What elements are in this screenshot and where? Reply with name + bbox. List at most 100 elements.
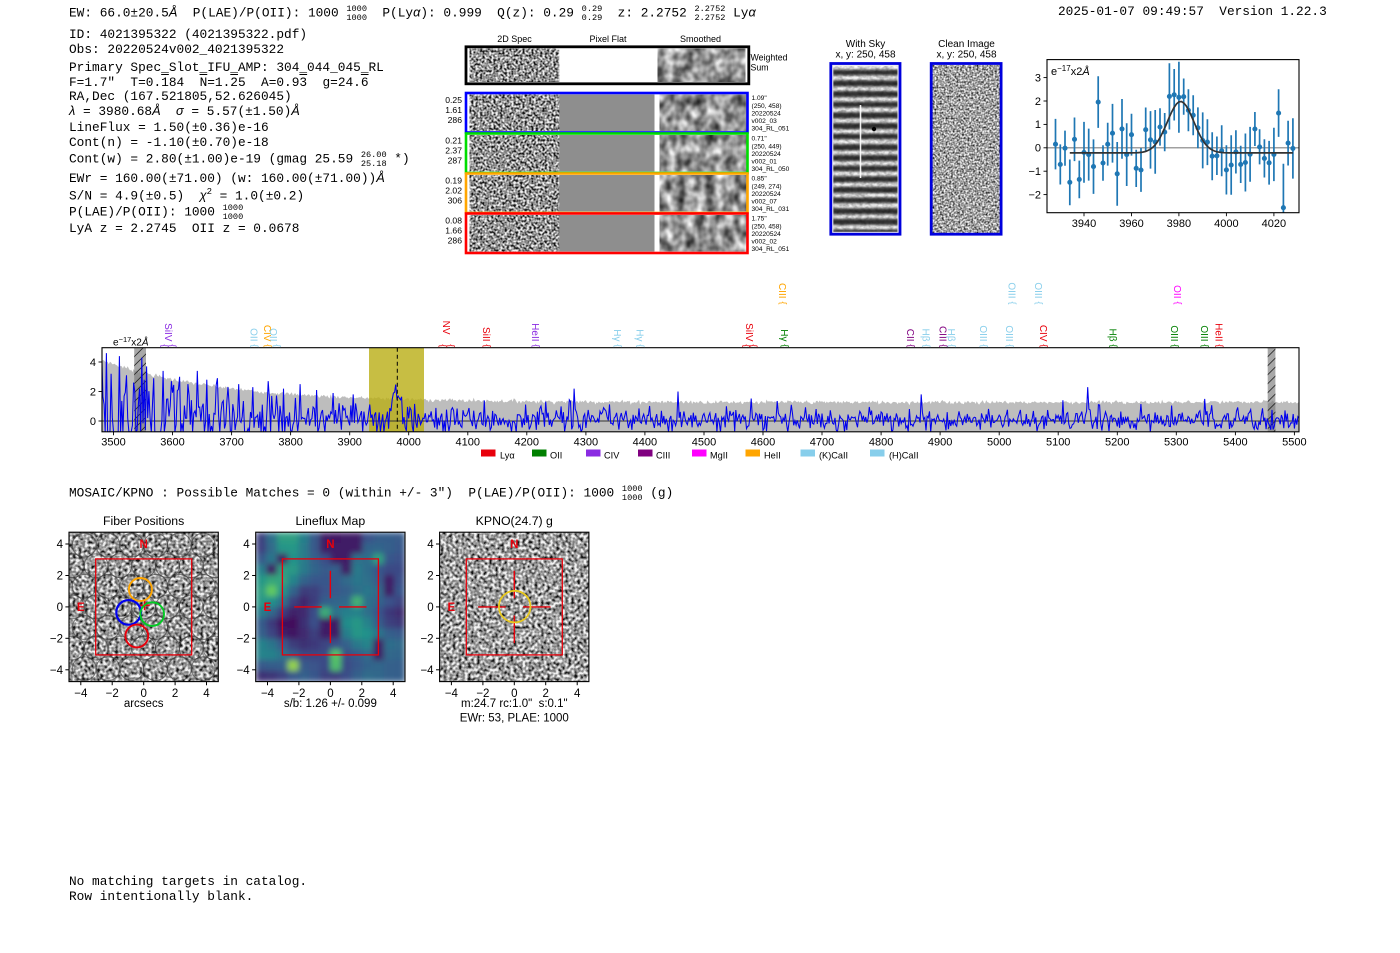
svg-text:CII: CII — [904, 329, 915, 342]
svg-text:(K)CaII: (K)CaII — [819, 451, 848, 461]
svg-text:4020: 4020 — [1262, 218, 1286, 230]
svg-text:2: 2 — [172, 688, 178, 700]
svg-text:OIII: OIII — [1006, 282, 1017, 298]
svg-text:5500: 5500 — [1282, 437, 1306, 449]
svg-text:Hβ: Hβ — [919, 329, 930, 342]
svg-text:0.71": 0.71" — [752, 136, 768, 143]
svg-text:0: 0 — [1035, 143, 1041, 155]
svg-text:SiII: SiII — [480, 327, 491, 341]
svg-text:−2: −2 — [292, 688, 305, 700]
svg-text:{: { — [749, 344, 759, 347]
svg-text:−4: −4 — [445, 688, 459, 700]
svg-text:(H)CaII: (H)CaII — [889, 451, 919, 461]
svg-text:4600: 4600 — [751, 437, 775, 449]
svg-text:{: { — [1215, 344, 1225, 347]
svg-text:Lyα: Lyα — [500, 451, 515, 461]
svg-text:{: { — [742, 344, 752, 347]
svg-text:OII: OII — [248, 328, 259, 341]
svg-text:Hγ: Hγ — [778, 329, 789, 341]
svg-text:Hγ: Hγ — [611, 329, 622, 341]
svg-text:s/b: 1.26 +/- 0.099: s/b: 1.26 +/- 0.099 — [284, 698, 377, 710]
svg-text:OIII: OIII — [1003, 325, 1014, 341]
svg-text:v002_01: v002_01 — [752, 159, 778, 166]
svg-text:x, y: 250, 458: x, y: 250, 458 — [936, 50, 996, 61]
svg-text:−4: −4 — [74, 688, 88, 700]
svg-text:3900: 3900 — [337, 437, 361, 449]
svg-text:OIII: OIII — [1168, 325, 1179, 341]
svg-text:4100: 4100 — [456, 437, 480, 449]
svg-text:0.19: 0.19 — [445, 175, 462, 185]
svg-text:4: 4 — [390, 688, 397, 700]
svg-text:{: { — [779, 301, 789, 304]
svg-text:x, y: 250, 458: x, y: 250, 458 — [835, 50, 895, 61]
svg-text:OIII: OIII — [1032, 282, 1043, 298]
svg-text:−2: −2 — [476, 688, 489, 700]
svg-text:OII: OII — [1171, 285, 1182, 298]
svg-text:4500: 4500 — [692, 437, 716, 449]
svg-text:3940: 3940 — [1072, 218, 1096, 230]
svg-text:3500: 3500 — [101, 437, 125, 449]
svg-text:{: { — [273, 344, 283, 347]
svg-text:2: 2 — [542, 688, 548, 700]
svg-text:N: N — [510, 539, 518, 551]
svg-text:0: 0 — [243, 602, 249, 614]
svg-text:304_RL_031: 304_RL_031 — [752, 206, 790, 213]
svg-text:Weighted: Weighted — [751, 53, 788, 63]
svg-text:{: { — [1109, 344, 1119, 347]
svg-text:KPNO(24.7) g: KPNO(24.7) g — [476, 514, 553, 528]
svg-text:OIII: OIII — [977, 325, 988, 341]
svg-text:N: N — [140, 539, 148, 551]
svg-text:{: { — [780, 344, 790, 347]
svg-text:1.09": 1.09" — [752, 95, 768, 102]
svg-text:5400: 5400 — [1223, 437, 1247, 449]
svg-text:{: { — [1174, 301, 1184, 304]
svg-text:OII: OII — [550, 451, 562, 461]
svg-text:{: { — [907, 344, 917, 347]
svg-text:{: { — [447, 344, 457, 347]
svg-text:{: { — [1039, 344, 1049, 347]
svg-text:Hγ: Hγ — [634, 329, 645, 341]
svg-text:2: 2 — [427, 571, 433, 583]
svg-text:{: { — [483, 344, 493, 347]
svg-text:EWr: 53, PLAE: 1000: EWr: 53, PLAE: 1000 — [460, 713, 569, 725]
svg-text:20220524: 20220524 — [752, 231, 782, 238]
svg-text:HeII: HeII — [764, 451, 781, 461]
svg-text:SiIV: SiIV — [743, 323, 754, 342]
svg-text:1.75": 1.75" — [752, 216, 768, 223]
svg-text:2.37: 2.37 — [445, 146, 462, 156]
svg-text:CIV: CIV — [604, 451, 620, 461]
svg-text:2D Spec: 2D Spec — [497, 34, 532, 44]
svg-text:{: { — [1201, 344, 1211, 347]
svg-text:5100: 5100 — [1046, 437, 1070, 449]
svg-text:Smoothed: Smoothed — [680, 34, 721, 44]
svg-text:e−17x2Å: e−17x2Å — [113, 335, 149, 349]
svg-text:306: 306 — [448, 196, 463, 206]
svg-text:arcsecs: arcsecs — [124, 698, 164, 710]
svg-text:1.66: 1.66 — [445, 226, 462, 236]
svg-text:v002_07: v002_07 — [752, 199, 778, 206]
svg-text:CIII: CIII — [937, 326, 948, 342]
svg-text:0: 0 — [511, 688, 517, 700]
svg-text:−4: −4 — [420, 665, 434, 677]
svg-text:5200: 5200 — [1105, 437, 1129, 449]
svg-text:CIV: CIV — [261, 325, 272, 342]
svg-text:With Sky: With Sky — [846, 39, 885, 50]
svg-text:286: 286 — [448, 115, 463, 125]
svg-text:−2: −2 — [50, 633, 63, 645]
svg-text:CIII: CIII — [776, 283, 787, 299]
svg-text:{: { — [947, 344, 957, 347]
svg-text:−4: −4 — [50, 665, 64, 677]
svg-text:{: { — [980, 344, 990, 347]
svg-text:OIII: OIII — [1198, 325, 1209, 341]
svg-text:4900: 4900 — [928, 437, 952, 449]
svg-text:2: 2 — [90, 386, 96, 398]
svg-text:{: { — [613, 344, 623, 347]
svg-text:E: E — [264, 602, 272, 614]
svg-text:4300: 4300 — [574, 437, 598, 449]
svg-text:5000: 5000 — [987, 437, 1011, 449]
svg-text:SiIV: SiIV — [162, 323, 173, 342]
svg-text:{: { — [168, 344, 178, 347]
svg-text:−2: −2 — [420, 633, 433, 645]
svg-text:4: 4 — [574, 688, 581, 700]
svg-text:0: 0 — [140, 688, 146, 700]
